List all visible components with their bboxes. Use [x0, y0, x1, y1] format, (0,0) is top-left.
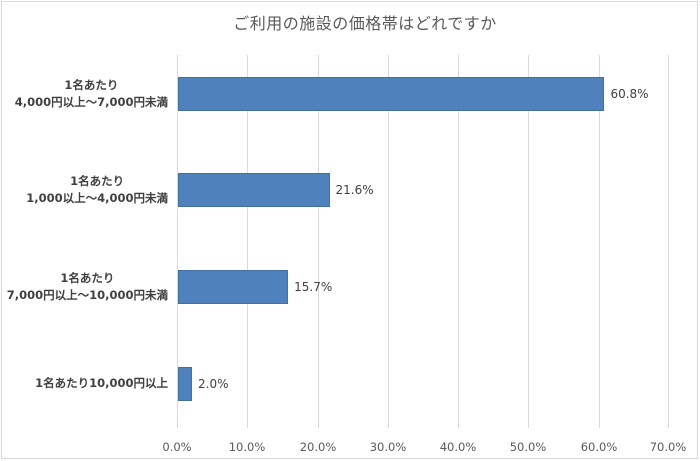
data-label-4000-7000: 60.8%	[610, 87, 649, 101]
category-label-7000-10000: 1名あたり 7,000円以上～10,000円未満	[7, 270, 168, 304]
category-label-line1: 1名あたり	[64, 78, 119, 92]
gridline-50	[528, 55, 529, 428]
x-tick-60: 60.0%	[580, 440, 618, 454]
gridline-20	[318, 55, 319, 428]
y-axis-line	[177, 55, 178, 428]
bar-10000-plus	[178, 367, 193, 401]
gridline-30	[388, 55, 389, 428]
category-label-1000-4000: 1名あたり 1,000以上～4,000円未満	[26, 173, 168, 207]
category-label-line2: 4,000円以上～7,000円未満	[14, 95, 168, 109]
plot-area: 60.8% 21.6% 15.7% 2.0%	[177, 55, 669, 428]
bar-1000-4000	[178, 173, 330, 207]
bar-7000-10000	[178, 270, 289, 304]
category-label-line2: 7,000円以上～10,000円未満	[6, 288, 168, 302]
data-label-10000-plus: 2.0%	[198, 377, 229, 391]
x-tick-30: 30.0%	[369, 440, 407, 454]
gridline-60	[599, 55, 600, 428]
x-tick-0: 0.0%	[162, 440, 192, 454]
chart-title: ご利用の施設の価格帯はどれですか	[233, 14, 497, 33]
gridline-40	[458, 55, 459, 428]
x-tick-20: 20.0%	[299, 440, 337, 454]
category-label-line2: 1,000以上～4,000円未満	[26, 191, 168, 205]
category-label-line1: 1名あたり	[70, 174, 125, 188]
data-label-7000-10000: 15.7%	[294, 280, 333, 294]
category-label-line1: 1名あたり10,000円以上	[35, 376, 168, 390]
bar-4000-7000	[178, 77, 605, 111]
x-tick-70: 70.0%	[649, 440, 687, 454]
category-label-line1: 1名あたり	[60, 271, 115, 285]
data-label-1000-4000: 21.6%	[335, 183, 374, 197]
x-tick-40: 40.0%	[439, 440, 477, 454]
gridline-10	[247, 55, 248, 428]
gridline-70	[668, 55, 669, 428]
category-label-10000-plus: 1名あたり10,000円以上	[35, 375, 168, 392]
x-tick-10: 10.0%	[228, 440, 266, 454]
x-tick-50: 50.0%	[509, 440, 547, 454]
category-label-4000-7000: 1名あたり 4,000円以上～7,000円未満	[15, 77, 168, 111]
